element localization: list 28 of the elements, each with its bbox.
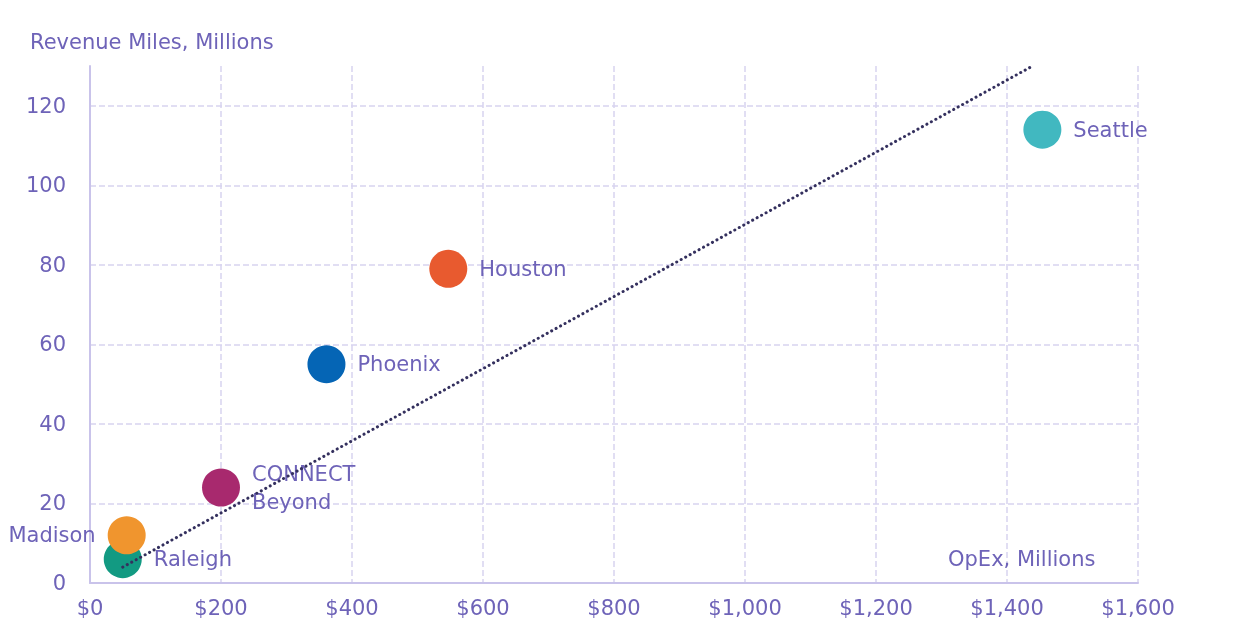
x-tick-label: $1,400 <box>970 595 1044 620</box>
y-tick-label: 60 <box>39 332 66 357</box>
y-tick-label: 20 <box>39 491 66 516</box>
series-label: Houston <box>479 256 567 281</box>
x-tick-label: $200 <box>194 595 248 620</box>
series-label: Madison <box>8 523 96 548</box>
x-axis-title: OpEx, Millions <box>948 546 1096 571</box>
point <box>202 468 240 507</box>
y-axis-title: Revenue Miles, Millions <box>30 29 274 54</box>
x-tick-label: $1,200 <box>839 595 913 620</box>
y-tick-label: 0 <box>52 571 66 595</box>
point <box>307 345 346 384</box>
x-tick-label: $400 <box>325 595 379 620</box>
point <box>107 516 146 555</box>
x-tick-label: $1,000 <box>708 595 782 620</box>
x-tick-label: $800 <box>587 595 641 620</box>
series-label: Seattle <box>1073 117 1148 142</box>
x-tick-label: $1,600 <box>1101 595 1175 620</box>
y-tick-label: 100 <box>25 173 66 198</box>
y-tick-label: 40 <box>39 411 66 436</box>
series-label: Phoenix <box>357 352 441 377</box>
point <box>429 249 468 288</box>
y-tick-label: 80 <box>39 252 66 277</box>
y-tick-label: 120 <box>25 93 66 118</box>
series-label: Raleigh <box>153 547 232 572</box>
x-tick-label: $600 <box>456 595 510 620</box>
x-tick-label: $0 <box>76 595 104 620</box>
point <box>1023 110 1062 149</box>
